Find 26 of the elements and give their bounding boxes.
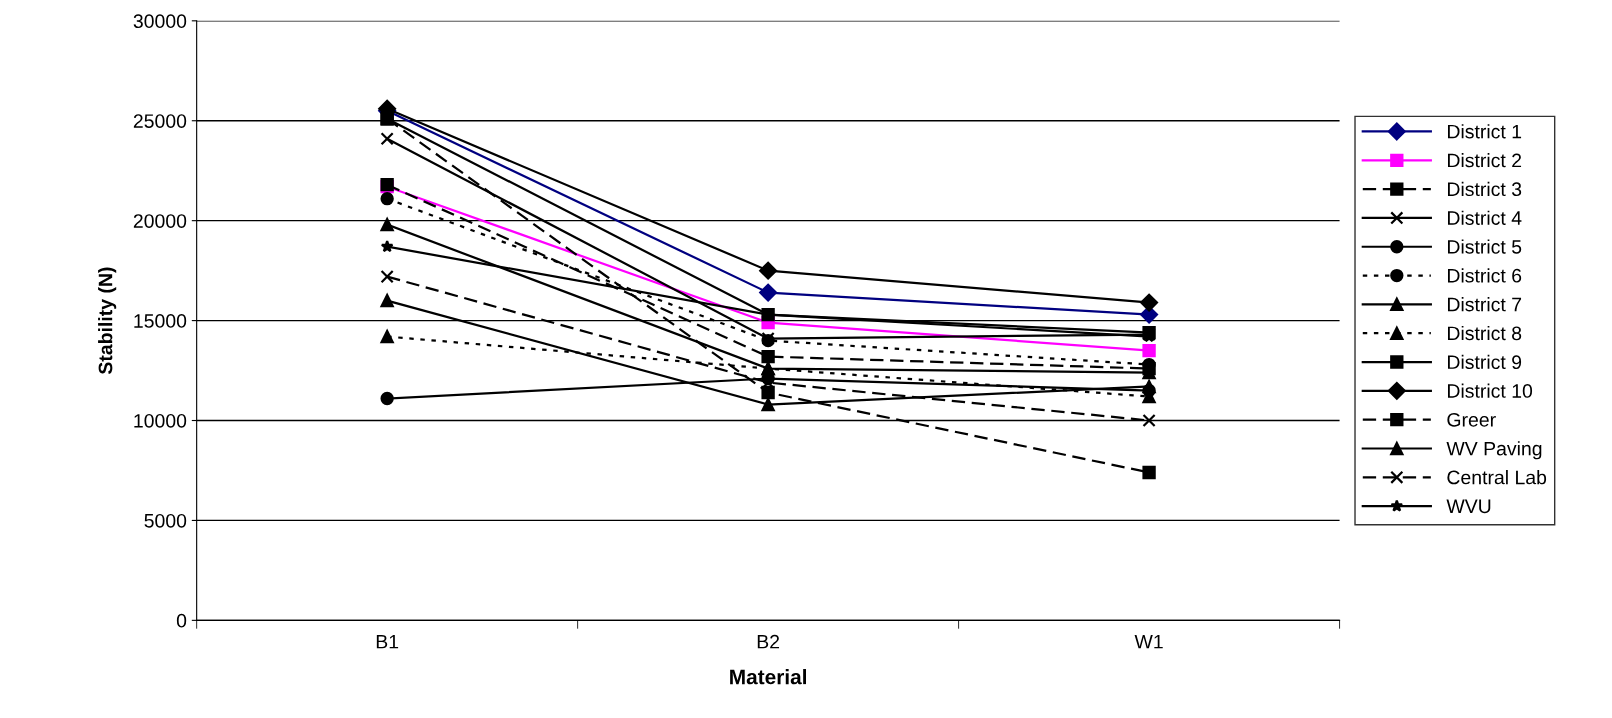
y-tick-label: 0 (176, 613, 187, 628)
legend-label: District 3 (1447, 181, 1522, 197)
y-tick-label: 15000 (134, 314, 187, 328)
y-tick-label: 10000 (134, 413, 187, 428)
x-axis-title: Material (730, 669, 807, 685)
x-tick-label: B2 (757, 634, 780, 649)
legend-label: WV Paving (1446, 441, 1542, 460)
y-tick-label: 5000 (144, 513, 187, 528)
legend-label: Greer (1447, 412, 1496, 427)
x-tick-label: W1 (1134, 634, 1163, 649)
y-tick-label: 25000 (133, 114, 187, 128)
legend-label: District 9 (1447, 354, 1522, 370)
legend-label: WVU (1446, 499, 1491, 514)
legend-label: District 6 (1447, 268, 1522, 283)
x-tick-label: B1 (376, 634, 399, 649)
legend-label: District 8 (1447, 325, 1522, 341)
legend-label: District 7 (1447, 297, 1522, 312)
y-axis-title: Stability (N) (98, 267, 117, 375)
legend-label: District 4 (1447, 210, 1522, 225)
legend-label: Central Lab (1447, 470, 1547, 485)
y-tick-label: 20000 (133, 214, 187, 228)
legend-label: District 2 (1447, 153, 1522, 168)
legend-label: District 5 (1447, 239, 1522, 254)
y-tick-label: 30000 (133, 14, 187, 29)
legend-label: District 10 (1447, 383, 1533, 398)
legend-label: District 1 (1447, 124, 1522, 139)
